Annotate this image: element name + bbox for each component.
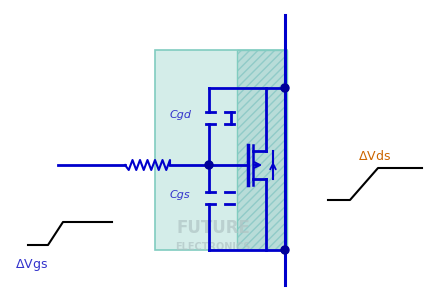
Bar: [237, 50, 287, 250]
Text: Cgs: Cgs: [170, 190, 190, 200]
Text: FUTURE: FUTURE: [176, 219, 250, 237]
Bar: [237, 50, 287, 250]
Text: $\Delta$Vds: $\Delta$Vds: [358, 149, 391, 163]
Text: $\Delta$Vgs: $\Delta$Vgs: [15, 257, 48, 273]
Text: Cgd: Cgd: [170, 110, 192, 120]
Circle shape: [205, 161, 213, 169]
Text: ELECTRONICS: ELECTRONICS: [175, 242, 251, 252]
Circle shape: [281, 84, 289, 92]
Circle shape: [281, 246, 289, 254]
Bar: [155, 50, 287, 250]
